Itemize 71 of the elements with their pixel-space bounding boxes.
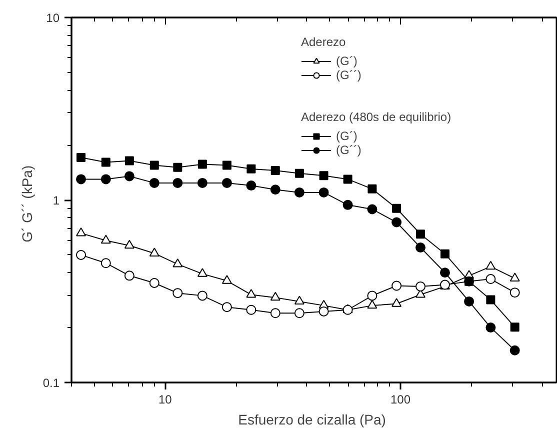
point xyxy=(270,308,280,318)
legend-label: (G´´) xyxy=(336,143,362,157)
point xyxy=(76,250,86,260)
y-axis-title: G´ G´´ (kPa) xyxy=(18,165,35,242)
legend-label: (G´´) xyxy=(336,68,362,82)
point xyxy=(294,168,304,178)
y-tick-label: 1 xyxy=(52,194,60,208)
point xyxy=(124,240,134,249)
text: Aderezo xyxy=(301,35,346,49)
point xyxy=(197,268,208,277)
point xyxy=(392,280,402,291)
point xyxy=(392,217,402,228)
point xyxy=(440,268,450,278)
point xyxy=(318,306,329,316)
x-axis-title: Esfuerzo de cizalla (Pa) xyxy=(238,412,386,428)
point xyxy=(318,187,329,198)
point xyxy=(246,288,256,298)
x-tick-label: 100 xyxy=(390,392,411,406)
y-tick-label: 10 xyxy=(46,11,60,25)
point xyxy=(124,171,134,182)
point xyxy=(367,290,378,301)
legend-label: (G´) xyxy=(336,54,358,68)
point xyxy=(222,275,232,284)
point xyxy=(101,158,110,167)
point xyxy=(100,174,111,184)
point xyxy=(173,162,182,172)
point xyxy=(342,200,353,210)
point xyxy=(343,174,352,184)
point xyxy=(246,164,256,174)
point xyxy=(319,171,328,180)
point xyxy=(440,249,450,258)
point xyxy=(149,248,160,256)
point xyxy=(124,270,134,281)
point xyxy=(368,184,377,194)
point xyxy=(270,292,280,301)
text: Aderezo (480s de equilibrio) xyxy=(301,110,452,124)
legend-label: (G´) xyxy=(336,129,358,143)
point xyxy=(172,288,183,298)
point xyxy=(367,204,378,214)
point xyxy=(197,178,208,188)
point xyxy=(124,156,134,166)
point xyxy=(294,308,304,318)
point xyxy=(416,242,426,253)
point xyxy=(172,258,183,268)
point xyxy=(246,304,256,315)
point xyxy=(246,180,256,191)
point xyxy=(464,296,474,306)
point xyxy=(416,281,426,292)
point xyxy=(294,187,304,198)
point xyxy=(222,160,232,170)
point xyxy=(149,178,160,188)
point xyxy=(76,227,86,236)
point xyxy=(100,258,111,268)
point xyxy=(392,298,402,307)
point xyxy=(150,160,159,170)
y-tick-label: 0.1 xyxy=(42,376,60,390)
point xyxy=(198,160,207,169)
point xyxy=(149,278,160,288)
point xyxy=(222,302,232,312)
point xyxy=(392,204,402,213)
point xyxy=(100,234,111,244)
point xyxy=(222,178,232,188)
point xyxy=(270,166,280,176)
point xyxy=(294,296,304,305)
point xyxy=(416,230,426,239)
point xyxy=(76,152,86,162)
point xyxy=(172,178,183,188)
point xyxy=(270,184,280,195)
point xyxy=(76,174,86,184)
point xyxy=(197,290,208,301)
point xyxy=(367,300,378,309)
